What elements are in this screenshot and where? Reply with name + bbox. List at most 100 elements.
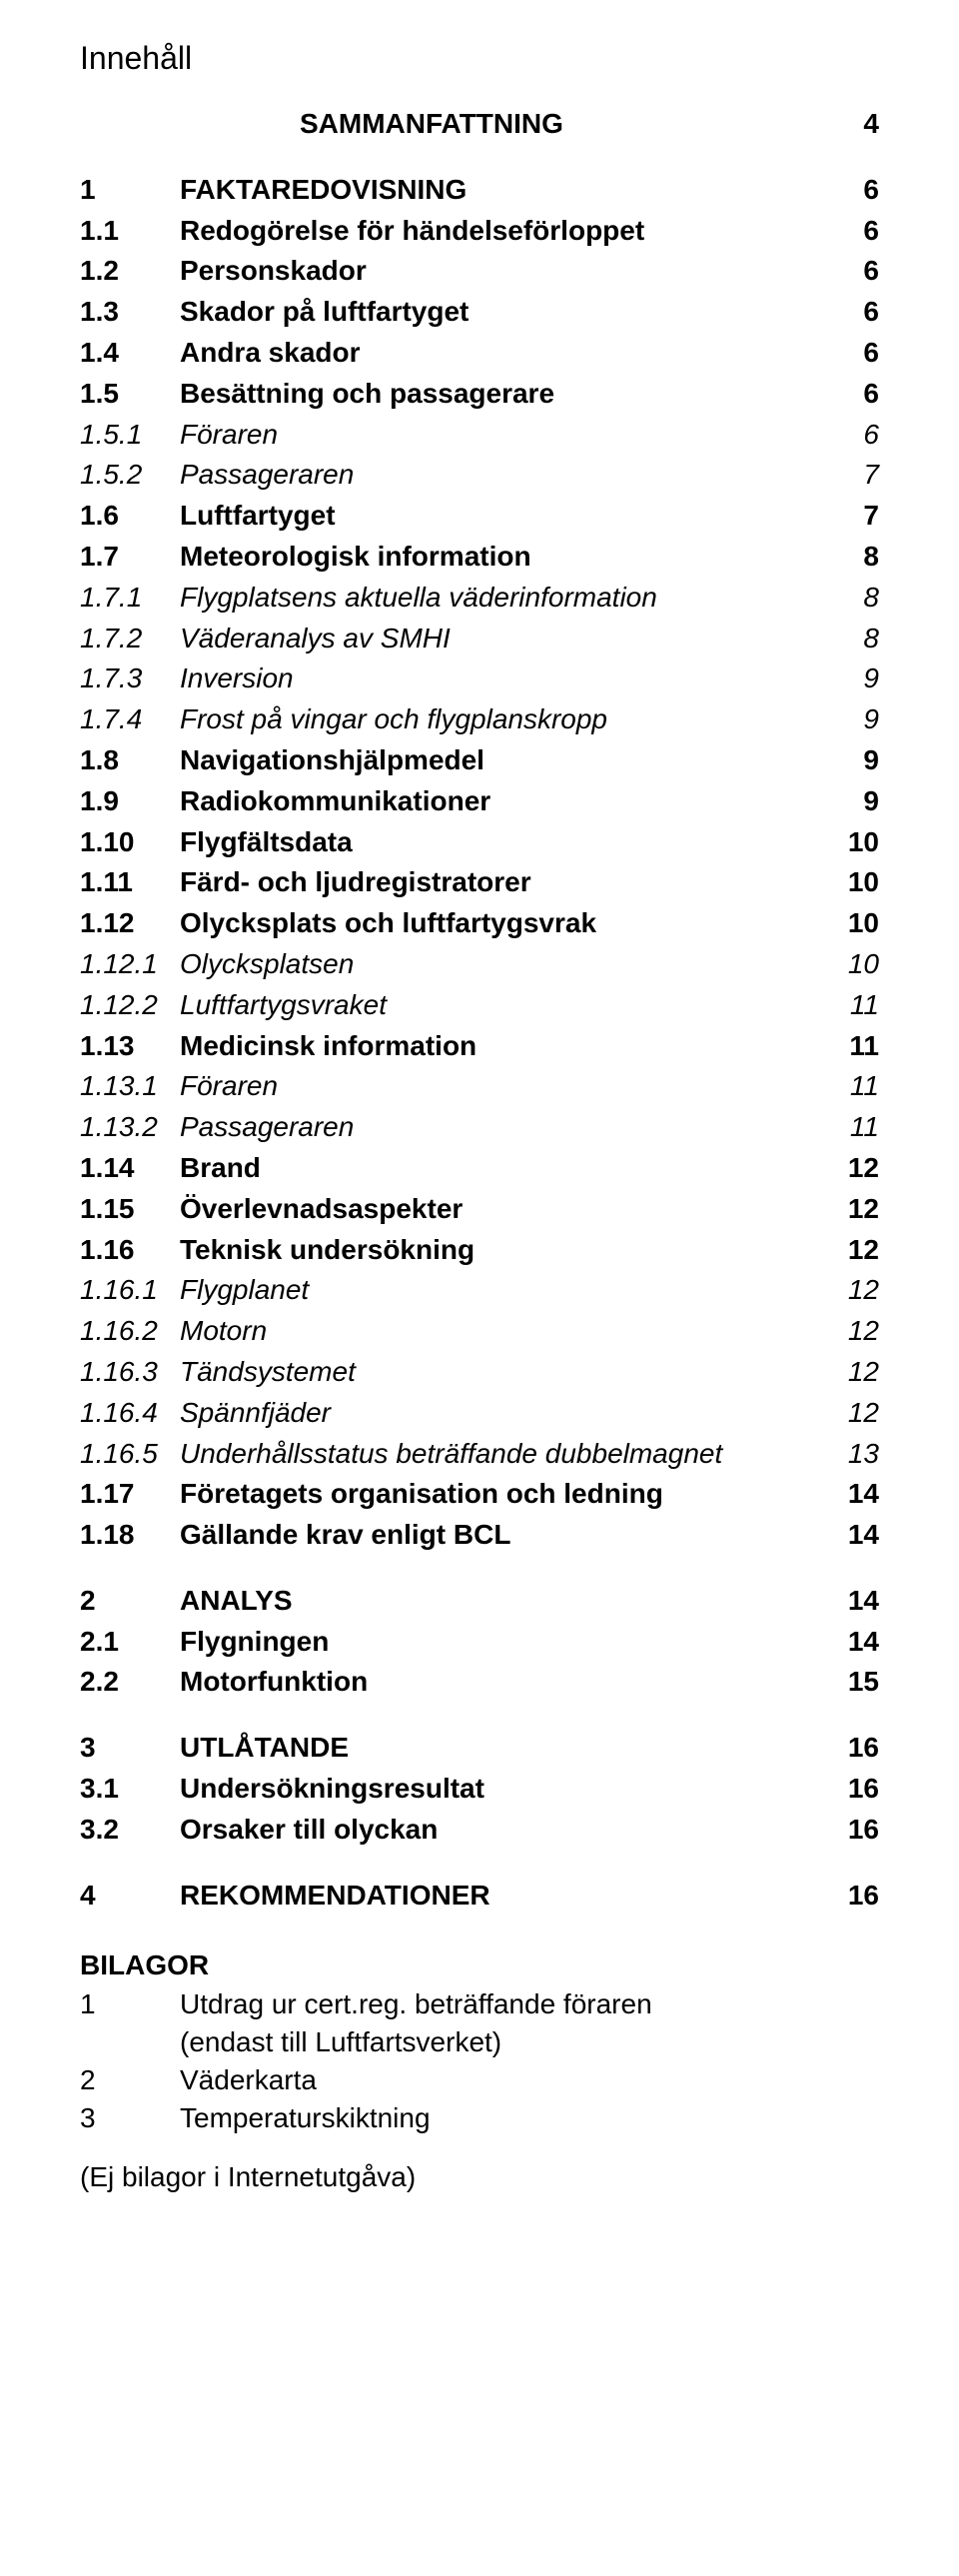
- toc-page-number: 12: [832, 1312, 879, 1350]
- toc-page-number: 9: [839, 659, 879, 697]
- toc-left: 1.16.1Flygplanet: [80, 1271, 309, 1309]
- toc-row: 1.5.1Föraren6: [80, 416, 879, 454]
- bilagor-container: 1Utdrag ur cert.reg. beträffande föraren…: [80, 1985, 879, 2136]
- toc-left: 2ANALYS: [80, 1582, 293, 1620]
- toc-number: 1.11: [80, 863, 180, 901]
- toc-left: 1.7.2Väderanalys av SMHI: [80, 620, 451, 657]
- toc-left: 1.16Teknisk undersökning: [80, 1231, 475, 1269]
- toc-number: 1.18: [80, 1516, 180, 1554]
- toc-row: 1.13.1Föraren 11: [80, 1067, 879, 1105]
- toc-label: UTLÅTANDE: [180, 1729, 349, 1767]
- toc-number: 1.7: [80, 538, 180, 576]
- toc-label: Motorfunktion: [180, 1663, 368, 1701]
- toc-left: 1.13.1Föraren: [80, 1067, 278, 1105]
- toc-row: 1.16Teknisk undersökning12: [80, 1231, 879, 1269]
- toc-page-number: 6: [839, 212, 879, 250]
- toc-number: 1.15: [80, 1190, 180, 1228]
- toc-number: 1.13.2: [80, 1108, 180, 1146]
- toc-label: Flygplanet: [180, 1271, 309, 1309]
- toc-left: 1.6Luftfartyget: [80, 497, 336, 535]
- toc-label: Tändsystemet: [180, 1353, 356, 1391]
- toc-page-number: 6: [839, 293, 879, 331]
- toc-row: 1.13Medicinsk information 11: [80, 1027, 879, 1065]
- toc-label: Föraren: [180, 1067, 278, 1105]
- toc-number: 3.2: [80, 1811, 180, 1849]
- toc-page-number: 11: [834, 1067, 879, 1105]
- toc-page-number: 12: [832, 1271, 879, 1309]
- toc-label: Spännfjäder: [180, 1394, 331, 1432]
- toc-left: 1.5.1Föraren: [80, 416, 278, 454]
- toc-page-number: 11: [834, 1108, 879, 1146]
- toc-row: 1.12.2Luftfartygsvraket11: [80, 986, 879, 1024]
- toc-page-number: 7: [839, 497, 879, 535]
- toc-label: Flygplatsens aktuella väderinformation: [180, 579, 657, 617]
- toc-page-number: 4: [839, 105, 879, 143]
- bilagor-row: 2Väderkarta: [80, 2061, 879, 2099]
- toc-number: 1.12.1: [80, 945, 180, 983]
- toc-row: 1.16.5Underhållsstatus beträffande dubbe…: [80, 1435, 879, 1473]
- toc-left: 1.14Brand: [80, 1149, 261, 1187]
- toc-page-number: 6: [839, 252, 879, 290]
- toc-page-number: 12: [832, 1190, 879, 1228]
- toc-left: 1.7.4Frost på vingar och flygplanskropp: [80, 700, 607, 738]
- toc-number: 1.7.2: [80, 620, 180, 657]
- toc-left: 2.2Motorfunktion: [80, 1663, 368, 1701]
- toc-label: Luftfartyget: [180, 497, 336, 535]
- toc-number: 1.13: [80, 1027, 180, 1065]
- toc-number: 1.16.4: [80, 1394, 180, 1432]
- toc-label: Luftfartygsvraket: [180, 986, 387, 1024]
- bilagor-number: 1: [80, 1985, 180, 2023]
- toc-label: Olycksplats och luftfartygsvrak: [180, 904, 596, 942]
- toc-page-number: 12: [832, 1394, 879, 1432]
- toc-left: 1.7.3Inversion: [80, 659, 294, 697]
- toc-left: 1.5.2Passageraren: [80, 456, 354, 494]
- toc-label: Undersökningsresultat: [180, 1770, 484, 1808]
- bilagor-number: 3: [80, 2099, 180, 2137]
- toc-left: 1.12.2Luftfartygsvraket: [80, 986, 387, 1024]
- page-title: Innehåll: [80, 40, 879, 77]
- toc-row: 1.11Färd- och ljudregistratorer10: [80, 863, 879, 901]
- toc-page-number: 9: [839, 700, 879, 738]
- toc-row: 1.7.3Inversion 9: [80, 659, 879, 697]
- toc-row: 1.6Luftfartyget 7: [80, 497, 879, 535]
- toc-number: 1.12.2: [80, 986, 180, 1024]
- toc-number: 1.5.2: [80, 456, 180, 494]
- toc-label: Andra skador: [180, 334, 361, 372]
- toc-label: Föraren: [180, 416, 278, 454]
- toc-left: 1.11Färd- och ljudregistratorer: [80, 863, 531, 901]
- toc-label: Orsaker till olyckan: [180, 1811, 438, 1849]
- toc-number: 1.17: [80, 1475, 180, 1513]
- bilagor-text: Utdrag ur cert.reg. beträffande föraren: [180, 1985, 652, 2023]
- toc-left: 1.13Medicinsk information: [80, 1027, 477, 1065]
- toc-left: 1.16.5Underhållsstatus beträffande dubbe…: [80, 1435, 722, 1473]
- toc-row: 1.2Personskador6: [80, 252, 879, 290]
- toc-row: 1.16.4Spännfjäder 12: [80, 1394, 879, 1432]
- toc-row: 2.1Flygningen14: [80, 1623, 879, 1661]
- toc-page-number: 16: [832, 1877, 879, 1915]
- toc-label: Passageraren: [180, 1108, 354, 1146]
- toc-row: 1.12Olycksplats och luftfartygsvrak10: [80, 904, 879, 942]
- toc-row: 1.14Brand12: [80, 1149, 879, 1187]
- toc-row: 2.2Motorfunktion 15: [80, 1663, 879, 1701]
- toc-label: Besättning och passagerare: [180, 375, 554, 413]
- toc-number: 1.8: [80, 741, 180, 779]
- toc-left: 1.17Företagets organisation och ledning: [80, 1475, 663, 1513]
- toc-label: Frost på vingar och flygplanskropp: [180, 700, 607, 738]
- toc-page-number: 16: [832, 1811, 879, 1849]
- toc-number: 1.14: [80, 1149, 180, 1187]
- bilagor-subtext: (endast till Luftfartsverket): [80, 2023, 879, 2061]
- toc-left: 1.1Redogörelse för händelseförloppet: [80, 212, 644, 250]
- toc-page-number: 13: [832, 1435, 879, 1473]
- toc-page-number: 10: [832, 945, 879, 983]
- toc-row: 1.4Andra skador6: [80, 334, 879, 372]
- toc-left: 3.2Orsaker till olyckan: [80, 1811, 438, 1849]
- toc-row: 1.16.3Tändsystemet12: [80, 1353, 879, 1391]
- toc-row: 1.15Överlevnadsaspekter12: [80, 1190, 879, 1228]
- toc-number: 1.16.5: [80, 1435, 180, 1473]
- toc-label: Gällande krav enligt BCL: [180, 1516, 510, 1554]
- toc-page-number: 11: [833, 1027, 879, 1065]
- toc-row: SAMMANFATTNING4: [80, 105, 879, 143]
- toc-left: 1.18Gällande krav enligt BCL: [80, 1516, 510, 1554]
- toc-left: 1.12Olycksplats och luftfartygsvrak: [80, 904, 596, 942]
- toc-page-number: 15: [832, 1663, 879, 1701]
